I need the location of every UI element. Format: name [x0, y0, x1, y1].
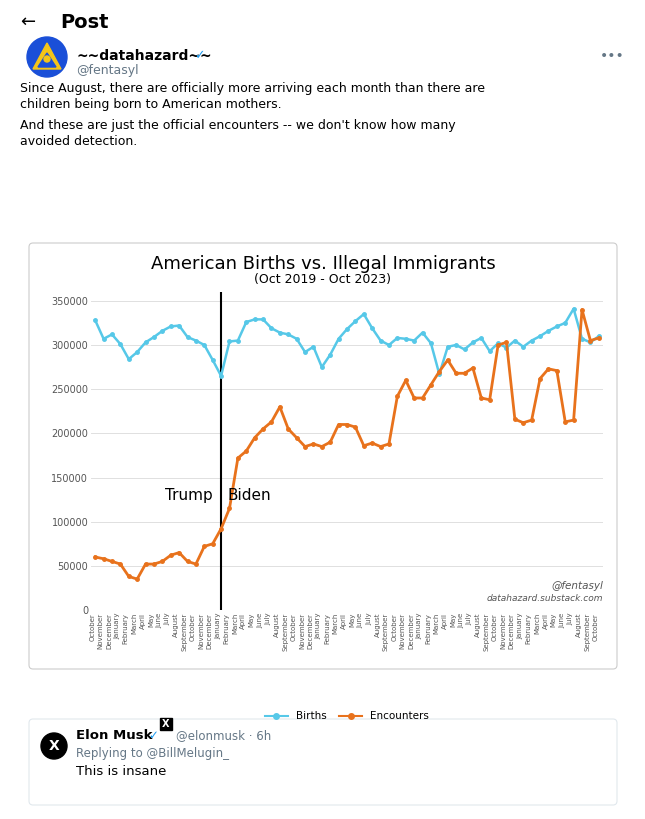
Text: Elon Musk: Elon Musk [76, 729, 152, 742]
Text: ✓: ✓ [191, 49, 206, 62]
Text: This is insane: This is insane [76, 765, 166, 778]
Polygon shape [33, 43, 61, 69]
Text: X: X [48, 739, 59, 753]
Text: Biden: Biden [228, 487, 272, 503]
Text: (Oct 2019 - Oct 2023): (Oct 2019 - Oct 2023) [255, 273, 392, 286]
Text: Post: Post [60, 12, 108, 31]
Text: And these are just the official encounters -- we don't know how many: And these are just the official encounte… [20, 119, 455, 132]
Circle shape [41, 733, 67, 759]
Text: Since August, there are officially more arriving each month than there are: Since August, there are officially more … [20, 82, 485, 95]
Text: X: X [163, 719, 170, 729]
Text: @elonmusk · 6h: @elonmusk · 6h [176, 729, 272, 742]
Text: American Births vs. Illegal Immigrants: American Births vs. Illegal Immigrants [151, 255, 495, 273]
Text: ←: ← [20, 13, 35, 31]
FancyBboxPatch shape [29, 243, 617, 669]
Text: @fentasyl: @fentasyl [551, 581, 603, 590]
Text: children being born to American mothers.: children being born to American mothers. [20, 98, 282, 111]
FancyBboxPatch shape [29, 719, 617, 805]
Polygon shape [38, 53, 56, 67]
Text: Trump: Trump [165, 487, 213, 503]
Text: ✓: ✓ [148, 729, 158, 742]
Legend: Births, Encounters: Births, Encounters [261, 708, 433, 726]
Text: Replying to @BillMelugin_: Replying to @BillMelugin_ [76, 747, 229, 760]
Text: ~~datahazard~~: ~~datahazard~~ [76, 49, 212, 63]
Text: avoided detection.: avoided detection. [20, 135, 137, 148]
Text: @fentasyl: @fentasyl [76, 64, 139, 77]
Text: •••: ••• [600, 49, 625, 63]
Text: datahazard.substack.com: datahazard.substack.com [486, 594, 603, 603]
Ellipse shape [27, 37, 67, 77]
Circle shape [44, 56, 50, 62]
FancyBboxPatch shape [160, 718, 172, 730]
